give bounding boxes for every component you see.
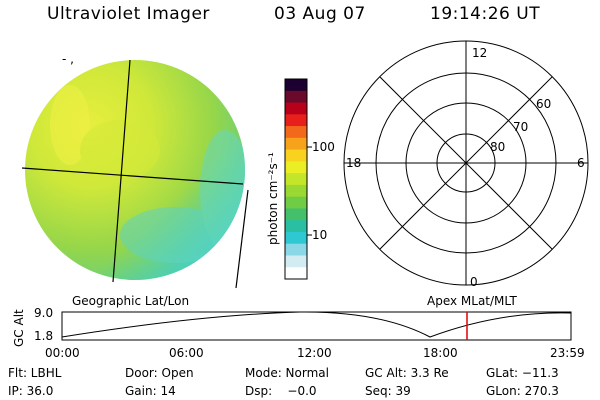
polar-lat-label-70: 70	[513, 120, 529, 134]
colorbar-band	[285, 79, 307, 92]
colorbar-band	[285, 208, 307, 221]
colorbar-band	[285, 114, 307, 127]
polar-label-12: 12	[472, 46, 488, 60]
altitude-ylabel: GC Alt	[12, 309, 26, 347]
door-info: Door: Open	[125, 366, 194, 380]
latitude-line	[21, 167, 244, 185]
colorbar-band	[285, 149, 307, 162]
time-label: 19:14:26 UT	[430, 4, 541, 24]
colorbar-band	[285, 126, 307, 139]
date-label: 03 Aug 07	[274, 4, 366, 24]
polar-label-6: 6	[577, 156, 585, 170]
time-tick-0: 00:00	[45, 346, 80, 360]
colorbar	[285, 79, 307, 280]
polar-panel-title: Apex MLat/MLT	[427, 294, 517, 308]
filter-info: Flt: LBHL	[8, 366, 62, 380]
colorbar-band	[285, 267, 307, 280]
gc-alt-info: GC Alt: 3.3 Re	[365, 366, 449, 380]
time-tick-1: 06:00	[169, 346, 204, 360]
colorbar-band	[285, 161, 307, 174]
altitude-ytick-bottom: 1.8	[34, 329, 54, 343]
colorbar-band	[285, 255, 307, 268]
polar-label-0: 0	[470, 275, 478, 289]
altitude-ytick-top: 9.0	[34, 306, 54, 320]
colorbar-frame	[284, 78, 308, 280]
glon-info: GLon: 270.3	[486, 384, 559, 398]
colorbar-band	[285, 173, 307, 186]
colorbar-band	[285, 196, 307, 210]
app-title: Ultraviolet Imager	[47, 4, 210, 24]
colorbar-band	[285, 243, 307, 257]
altitude-curve	[61, 311, 572, 338]
dsp-info: Dsp: −0.0	[245, 384, 317, 398]
polar-grid	[343, 40, 589, 286]
geographic-panel-title: Geographic Lat/Lon	[72, 294, 190, 308]
mode-info: Mode: Normal	[245, 366, 329, 380]
colorbar-tick-label-100: 100	[312, 140, 335, 154]
polar-lat-label-60: 60	[536, 97, 552, 111]
glat-info: GLat: −11.3	[486, 366, 559, 380]
colorbar-band	[285, 90, 307, 104]
time-tick-2: 12:00	[297, 346, 332, 360]
latitude-line	[235, 189, 249, 289]
ip-info: IP: 36.0	[8, 384, 54, 398]
time-tick-4: 23:59	[550, 346, 585, 360]
uv-image-disk	[21, 59, 249, 289]
longitude-line	[112, 59, 131, 283]
colorbar-band	[285, 184, 307, 198]
colorbar-unit-label: photon cm⁻²s⁻¹	[266, 152, 280, 245]
polar-label-18: 18	[346, 156, 362, 170]
seq-info: Seq: 39	[365, 384, 411, 398]
colorbar-band	[285, 220, 307, 233]
colorbar-band	[285, 231, 307, 245]
corner-marks: - ,	[62, 52, 74, 66]
polar-lat-label-80: 80	[490, 140, 506, 154]
colorbar-tick-label-10: 10	[312, 228, 328, 242]
gain-info: Gain: 14	[125, 384, 176, 398]
time-tick-3: 18:00	[423, 346, 458, 360]
colorbar-band	[285, 137, 307, 151]
colorbar-band	[285, 102, 307, 115]
